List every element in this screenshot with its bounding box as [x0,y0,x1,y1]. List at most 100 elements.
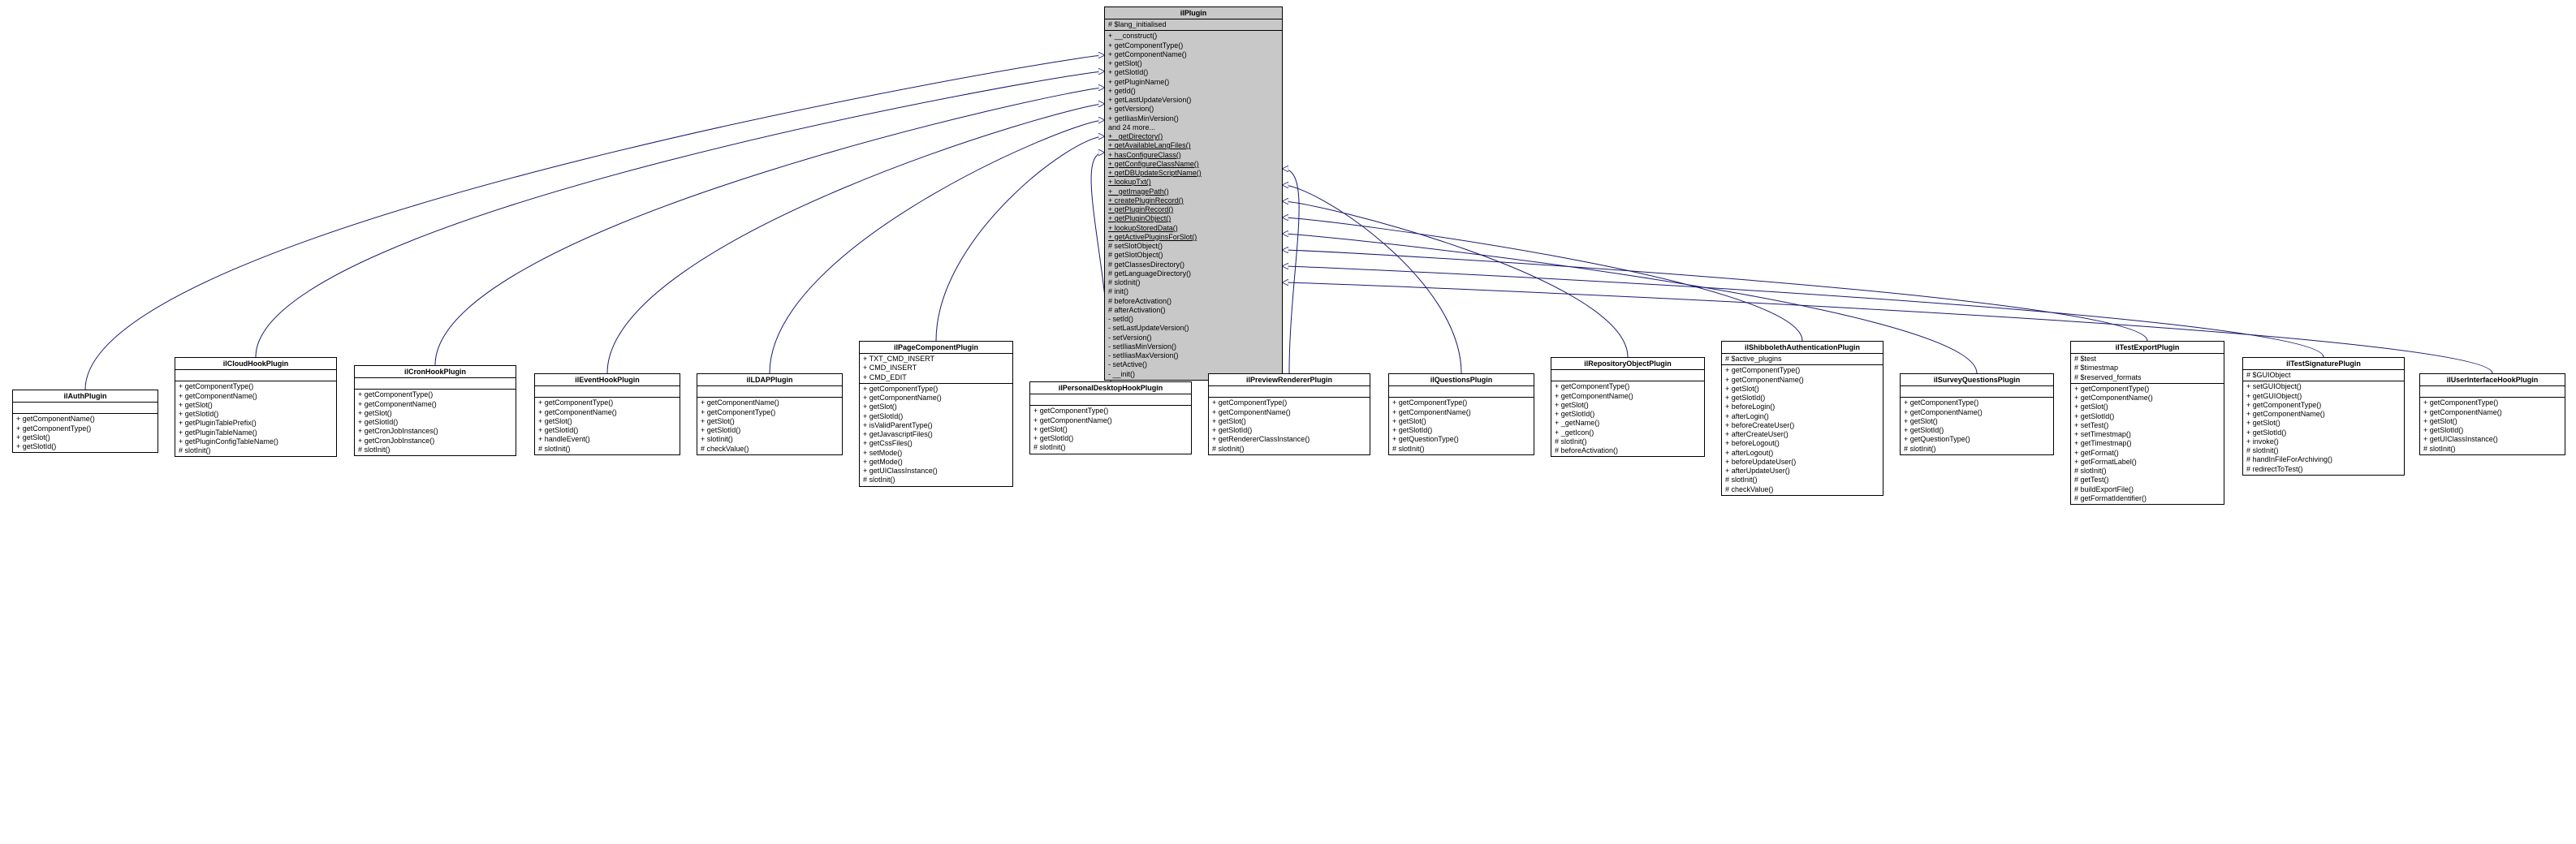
class-methods: + getComponentType()+ getComponentName()… [1551,381,1704,456]
class-method: + getComponentName() [1108,50,1279,59]
class-method: + getPluginTableName() [179,428,333,437]
class-method: # getSlotObject() [1108,251,1279,260]
class-method: + getComponentName() [16,415,154,424]
class-method: + _getDirectory() [1108,132,1279,141]
class-method: + _getImagePath() [1108,187,1279,196]
class-method: # slotInit() [2423,445,2561,454]
inheritance-edge [256,71,1104,357]
class-method: # getLanguageDirectory() [1108,269,1279,278]
class-method: + getIliasMinVersion() [1108,114,1279,123]
class-method: + getComponentName() [2423,408,2561,417]
class-method: - setLastUpdateVersion() [1108,324,1279,333]
class-ilEventHookPlugin: ilEventHookPlugin + getComponentType()+ … [534,373,680,455]
class-method: + setTest() [2074,421,2220,430]
class-attribute: # $GUIObject [2246,371,2401,380]
inheritance-edge [1283,201,1628,357]
class-method: + getComponentType() [538,398,676,407]
class-attribute: + CMD_EDIT [863,373,1009,382]
class-method: + getAvailableLangFiles() [1108,141,1279,150]
class-method: + getComponentName() [358,400,512,409]
class-method: + beforeUpdateUser() [1725,458,1879,467]
class-method: + getComponentType() [1555,382,1701,391]
class-method: + getComponentName() [1392,408,1530,417]
class-method: + getPluginName() [1108,78,1279,87]
class-method: + getComponentType() [179,382,333,391]
class-method: + slotInit() [701,435,839,444]
class-method: + getComponentName() [1033,416,1188,425]
class-method: + getFormat() [2074,449,2220,458]
class-method: # beforeActivation() [1108,297,1279,306]
class-title: ilLDAPPlugin [697,374,842,386]
class-method: + getComponentName() [701,398,839,407]
class-method: # slotInit() [1033,443,1188,452]
class-method: + handleEvent() [538,435,676,444]
class-attributes: # $lang_initialised [1105,19,1282,31]
class-method: + getSlotId() [1904,426,2050,435]
class-attributes: + TXT_CMD_INSERT+ CMD_INSERT+ CMD_EDIT [860,354,1012,384]
class-method: + getCssFiles() [863,439,1009,448]
class-method: # slotInit() [2074,467,2220,476]
class-title: ilRepositoryObjectPlugin [1551,358,1704,370]
class-attributes [1030,394,1191,406]
class-method: + getSlot() [701,417,839,426]
class-title: ilSurveyQuestionsPlugin [1901,374,2053,386]
class-method: + getSlotId() [1555,410,1701,419]
class-method: + afterCreateUser() [1725,430,1879,439]
class-method: + getComponentName() [1904,408,2050,417]
class-method: + getPluginRecord() [1108,205,1279,214]
class-ilRepositoryObjectPlugin: ilRepositoryObjectPlugin + getComponentT… [1551,357,1705,457]
class-title: ilQuestionsPlugin [1389,374,1534,386]
class-method: - setIliasMaxVersion() [1108,351,1279,360]
class-method: # init() [1108,287,1279,296]
class-method: + getQuestionType() [1904,435,2050,444]
class-method: # slotInit() [358,446,512,454]
class-method: # handInFileForArchiving() [2246,455,2401,464]
class-method: + getSlot() [1392,417,1530,426]
class-method: # slotInit() [179,446,333,455]
class-methods: + getComponentType()+ getComponentName()… [1209,398,1370,454]
class-methods: + getComponentType()+ getComponentName()… [1389,398,1534,454]
class-title: ilCronHookPlugin [355,366,516,378]
class-ilPersonalDesktopHookPlugin: ilPersonalDesktopHookPlugin + getCompone… [1029,381,1192,454]
class-method: # slotInit() [1108,278,1279,287]
class-method: + beforeLogout() [1725,439,1879,448]
class-method: # slotInit() [1555,437,1701,446]
class-ilPreviewRendererPlugin: ilPreviewRendererPlugin + getComponentTy… [1208,373,1370,455]
class-method: + invoke() [2246,437,2401,446]
class-method: + getRendererClassInstance() [1212,435,1366,444]
class-ilSurveyQuestionsPlugin: ilSurveyQuestionsPlugin + getComponentTy… [1900,373,2054,455]
inheritance-edge [1283,169,1299,373]
class-title: ilTestExportPlugin [2071,342,2224,354]
class-ilQuestionsPlugin: ilQuestionsPlugin + getComponentType()+ … [1388,373,1534,455]
class-title: ilShibbolethAuthenticationPlugin [1722,342,1883,354]
uml-diagram-canvas: ilPlugin # $lang_initialised + __constru… [0,0,2576,844]
class-method: + getSlotId() [16,442,154,451]
class-method: + getComponentType() [1392,398,1530,407]
class-method: + getCronJobInstance() [358,437,512,446]
class-method: + getComponentType() [1108,41,1279,50]
class-ilAuthPlugin: ilAuthPlugin + getComponentName()+ getCo… [12,390,158,453]
class-method: + getSlot() [1108,59,1279,68]
class-method: + _getName() [1555,419,1701,428]
class-method: + getActivePluginsForSlot() [1108,233,1279,242]
class-method: + getComponentType() [1904,398,2050,407]
class-method: + getId() [1108,87,1279,96]
class-attribute: + CMD_INSERT [863,364,1009,372]
class-attributes [535,386,680,398]
class-method: # checkValue() [1725,485,1879,494]
class-method: + getSlotId() [1725,394,1879,403]
class-method: + getSlot() [2074,403,2220,411]
class-method: + getComponentType() [1212,398,1366,407]
class-methods: + getComponentType()+ getComponentName()… [535,398,680,454]
class-title: ilCloudHookPlugin [175,358,336,370]
class-methods: + getComponentType()+ getComponentName()… [860,384,1012,486]
class-method: # slotInit() [1212,445,1366,454]
class-method: + getComponentType() [701,408,839,417]
class-method: + afterUpdateUser() [1725,467,1879,476]
class-attributes [1209,386,1370,398]
class-attribute: + TXT_CMD_INSERT [863,355,1009,364]
class-method: + getSlotId() [2074,412,2220,421]
class-method: + getSlot() [538,417,676,426]
class-method: + _getIcon() [1555,428,1701,437]
class-method: + getFormatLabel() [2074,458,2220,467]
